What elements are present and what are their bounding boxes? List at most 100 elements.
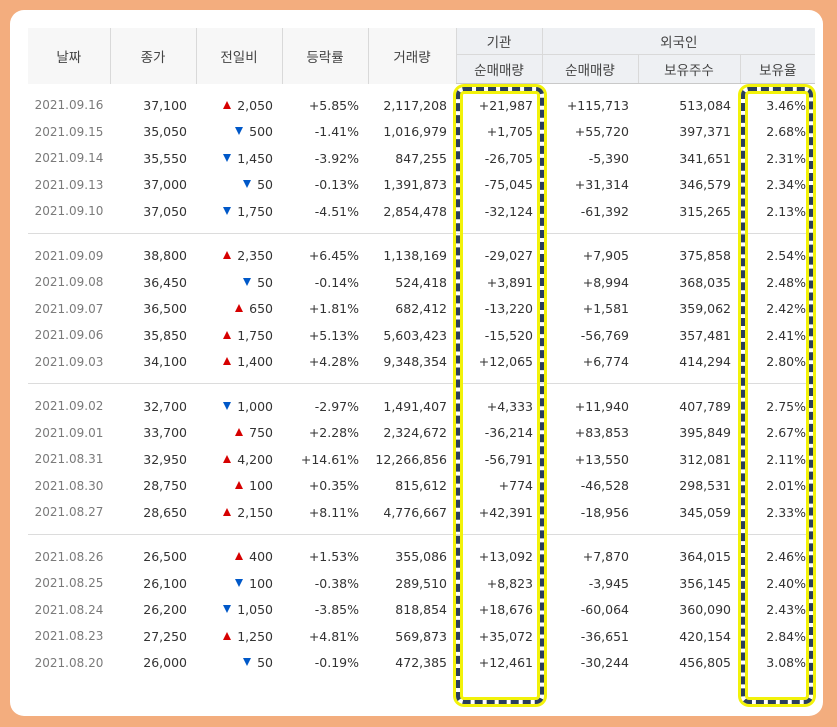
- cell-foreign-ratio: 2.54%: [766, 248, 806, 264]
- cell-inst-net: -26,705: [484, 150, 533, 166]
- cell-foreign-ratio: 2.33%: [766, 504, 806, 520]
- cell-change: 1,750: [196, 322, 282, 349]
- cell-foreign-net: +6,774: [582, 354, 629, 370]
- table-row: 2021.09.06 35,850 1,750 +5.13% 5,603,423 -15,…: [28, 322, 815, 349]
- cell-volume: 4,776,667: [383, 504, 447, 520]
- cell-inst-net: -15,520: [484, 327, 533, 343]
- cell-foreign-shares: 315,265: [679, 203, 731, 219]
- cell-change: 1,450: [196, 145, 282, 172]
- cell-foreign-ratio: 2.75%: [766, 398, 806, 414]
- cell-foreign-ratio: 2.42%: [766, 301, 806, 317]
- triangle-up-icon: [235, 481, 244, 490]
- cell-foreign-ratio: 2.48%: [766, 274, 806, 290]
- table-row: 2021.09.10 37,050 1,750 -4.51% 2,854,478 -32,…: [28, 198, 815, 225]
- change-value: 50: [257, 177, 273, 193]
- cell-change: 2,150: [196, 499, 282, 526]
- cell-close: 27,250: [143, 628, 187, 644]
- cell-close: 26,500: [143, 549, 187, 565]
- triangle-up-icon: [223, 507, 232, 516]
- triangle-up-icon: [223, 357, 232, 366]
- change-value: 100: [249, 575, 273, 591]
- table-row: 2021.09.08 36,450 50 -0.14% 524,418 +3,891 +8,…: [28, 269, 815, 296]
- cell-change: 1,400: [196, 349, 282, 376]
- cell-rate: +4.81%: [308, 628, 359, 644]
- col-header-rate: 등락률: [281, 28, 368, 84]
- cell-foreign-ratio: 2.31%: [766, 150, 806, 166]
- cell-rate: +8.11%: [308, 504, 359, 520]
- cell-foreign-net: +8,994: [582, 274, 629, 290]
- cell-foreign-ratio: 3.08%: [766, 655, 806, 671]
- cell-foreign-shares: 414,294: [679, 354, 731, 370]
- cell-date: 2021.09.03: [34, 354, 104, 369]
- cell-change: 1,000: [196, 393, 282, 420]
- cell-close: 26,200: [143, 602, 187, 618]
- change-value: 4,200: [237, 451, 273, 467]
- cell-change: 400: [196, 544, 282, 571]
- change-value: 1,050: [237, 602, 273, 618]
- col-header-institution: 기관: [455, 28, 542, 55]
- cell-inst-net: +4,333: [486, 398, 533, 414]
- cell-foreign-net: -18,956: [580, 504, 629, 520]
- cell-rate: +1.81%: [308, 301, 359, 317]
- triangle-down-icon: [223, 153, 232, 162]
- cell-volume: 1,391,873: [383, 177, 447, 193]
- cell-foreign-ratio: 2.40%: [766, 575, 806, 591]
- cell-close: 38,800: [143, 248, 187, 264]
- cell-rate: -2.97%: [314, 398, 359, 414]
- triangle-up-icon: [235, 428, 244, 437]
- cell-foreign-net: +7,870: [582, 549, 629, 565]
- cell-change: 2,050: [196, 92, 282, 119]
- cell-date: 2021.09.16: [34, 98, 104, 113]
- cell-change: 500: [196, 119, 282, 146]
- cell-rate: +2.28%: [308, 425, 359, 441]
- triangle-up-icon: [235, 552, 244, 561]
- cell-inst-net: +42,391: [478, 504, 533, 520]
- cell-volume: 12,266,856: [375, 451, 447, 467]
- cell-rate: -0.13%: [314, 177, 359, 193]
- cell-inst-net: +1,705: [486, 124, 533, 140]
- cell-date: 2021.08.23: [34, 629, 104, 644]
- triangle-up-icon: [223, 454, 232, 463]
- cell-change: 2,350: [196, 243, 282, 270]
- col-header-date: 날짜: [28, 28, 110, 84]
- cell-volume: 524,418: [395, 274, 447, 290]
- change-value: 1,750: [237, 203, 273, 219]
- cell-rate: -0.38%: [314, 575, 359, 591]
- change-value: 750: [249, 425, 273, 441]
- cell-inst-net: -29,027: [484, 248, 533, 264]
- change-value: 1,450: [237, 150, 273, 166]
- cell-foreign-shares: 364,015: [679, 549, 731, 565]
- cell-close: 26,000: [143, 655, 187, 671]
- cell-close: 33,700: [143, 425, 187, 441]
- cell-foreign-shares: 359,062: [679, 301, 731, 317]
- cell-foreign-ratio: 2.11%: [766, 451, 806, 467]
- cell-inst-net: +8,823: [486, 575, 533, 591]
- cell-date: 2021.09.09: [34, 248, 104, 263]
- table-row: 2021.08.31 32,950 4,200 +14.61% 12,266,856 -5…: [28, 446, 815, 473]
- cell-date: 2021.09.01: [34, 425, 104, 440]
- cell-foreign-net: -46,528: [580, 478, 629, 494]
- cell-foreign-ratio: 2.34%: [766, 177, 806, 193]
- cell-inst-net: +21,987: [478, 97, 533, 113]
- cell-volume: 569,873: [395, 628, 447, 644]
- cell-inst-net: +3,891: [486, 274, 533, 290]
- cell-rate: +5.13%: [308, 327, 359, 343]
- change-value: 2,150: [237, 504, 273, 520]
- cell-foreign-net: +83,853: [574, 425, 629, 441]
- cell-close: 36,500: [143, 301, 187, 317]
- cell-date: 2021.09.08: [34, 275, 104, 290]
- cell-rate: -1.41%: [314, 124, 359, 140]
- cell-inst-net: +12,065: [478, 354, 533, 370]
- table-row: 2021.09.14 35,550 1,450 -3.92% 847,255 -26,70…: [28, 145, 815, 172]
- cell-close: 36,450: [143, 274, 187, 290]
- table-row: 2021.08.27 28,650 2,150 +8.11% 4,776,667 +42,…: [28, 499, 815, 526]
- cell-volume: 815,612: [395, 478, 447, 494]
- cell-foreign-net: +11,940: [574, 398, 629, 414]
- cell-foreign-shares: 395,849: [679, 425, 731, 441]
- triangle-down-icon: [243, 277, 252, 286]
- cell-change: 650: [196, 296, 282, 323]
- cell-volume: 2,854,478: [383, 203, 447, 219]
- table-row: 2021.09.02 32,700 1,000 -2.97% 1,491,407 +4,3…: [28, 393, 815, 420]
- table-row: 2021.08.30 28,750 100 +0.35% 815,612 +774 -46,…: [28, 473, 815, 500]
- cell-foreign-ratio: 2.43%: [766, 602, 806, 618]
